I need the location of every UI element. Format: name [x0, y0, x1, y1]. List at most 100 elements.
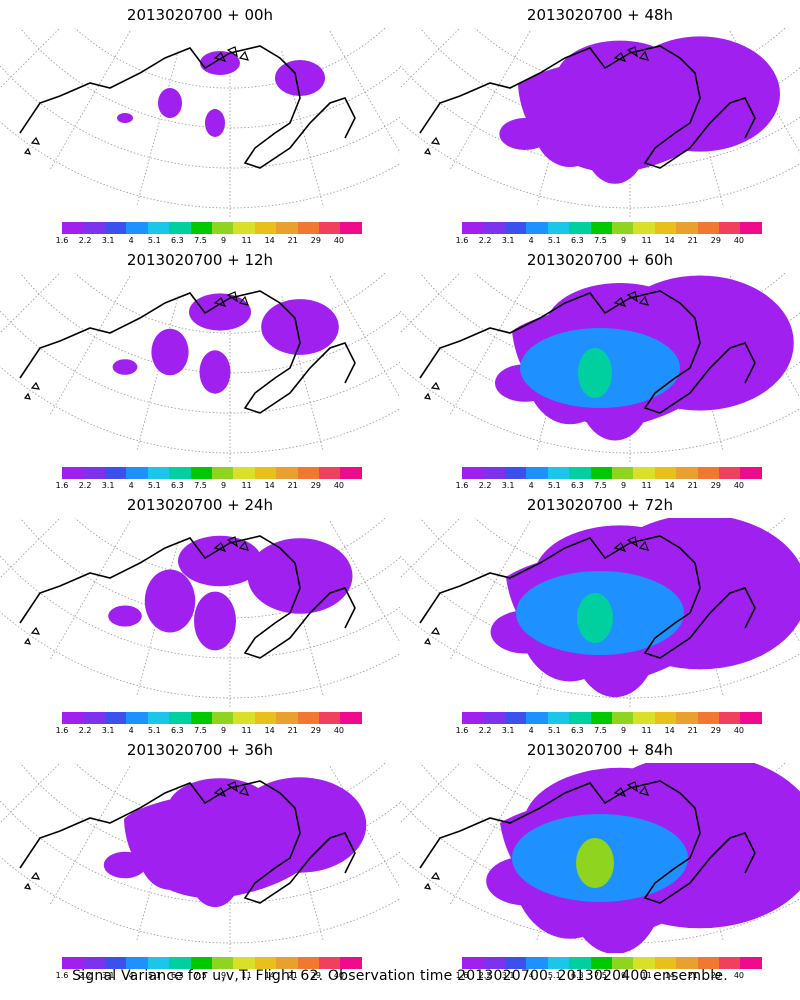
colorbar-segment: [233, 712, 255, 724]
map-panel: 2013020700 + 12h 1.6 2.2 3.1 4 5.1 6.3 7.5 9 11 14…: [0, 245, 400, 490]
map-plot: [400, 518, 800, 708]
colorbar-segment: [654, 712, 677, 724]
variance-field: [486, 763, 800, 953]
colorbar-labels: 1.6 2.2 3.1 4 5.1 6.3 7.5 9 11 14 21 29 40: [56, 236, 362, 246]
colorbar-label: 4: [528, 481, 534, 490]
colorbar-label: 1.6: [55, 236, 69, 245]
colorbar-label: 14: [264, 481, 275, 490]
colorbar-segment: [104, 222, 127, 234]
colorbar-label: 11: [241, 481, 252, 490]
map-panel: 2013020700 + 48h 1.6 2.2 3.1 4 5.1 6.3 7.5 9 11 14…: [400, 0, 800, 245]
colorbar-label: 21: [687, 726, 698, 735]
colorbar-label: 1.6: [55, 726, 69, 735]
colorbar-label: 6.3: [171, 971, 184, 980]
colorbar-segment: [190, 712, 212, 724]
colorbar-segment: [254, 957, 277, 969]
colorbar-segment: [504, 467, 527, 479]
colorbar-label: 21: [687, 236, 698, 245]
colorbar-label: 6.3: [571, 726, 584, 735]
variance-blob: [144, 569, 196, 633]
colorbar-label: 3.1: [101, 971, 115, 980]
colorbar-label: 1.6: [455, 971, 469, 980]
colorbar-segment: [62, 712, 84, 724]
colorbar-segment: [169, 957, 191, 969]
colorbar-label: 1.6: [455, 481, 469, 490]
colorbar-label: 2.2: [78, 481, 92, 490]
colorbar-label: 40: [733, 726, 745, 735]
variance-field: [117, 51, 325, 137]
map-panel: 2013020700 + 24h 1.6 2.2 3.1 4 5.1 6.3 7.5 9 11 14…: [0, 490, 400, 735]
colorbar-segment: [147, 467, 170, 479]
coastline: [19, 535, 356, 659]
variance-blob: [200, 51, 240, 75]
colorbar-label: 5.1: [547, 236, 561, 245]
colorbar-segment: [633, 712, 655, 724]
graticule: [0, 273, 400, 463]
variance-blob: [275, 60, 325, 96]
colorbar-segment: [276, 957, 298, 969]
colorbar-segment: [104, 957, 127, 969]
graticule: [400, 28, 800, 218]
graticule: [0, 763, 400, 953]
colorbar-segment: [254, 467, 277, 479]
variance-blob: [117, 113, 133, 123]
map-panel: 2013020700 + 36h 1.6 2.2 3.1 4 5.1 6.3 7.5 9 11 14…: [0, 735, 400, 980]
colorbar-segment: [340, 957, 362, 969]
colorbar-label: 2.2: [78, 236, 92, 245]
colorbar-segment: [590, 467, 612, 479]
colorbar-segment: [740, 957, 762, 969]
colorbar-label: 21: [287, 726, 298, 735]
colorbar-label: 21: [687, 481, 698, 490]
colorbar-label: 1.6: [55, 481, 69, 490]
variance-blob: [108, 605, 142, 627]
colorbar-segment: [547, 957, 570, 969]
colorbar-segment: [147, 222, 170, 234]
figure-caption: Signal Variance for u,v,T. Flight 62. Ob…: [72, 968, 728, 984]
colorbar-label: 29: [710, 971, 721, 980]
colorbar-segment: [319, 957, 341, 969]
colorbar-label: 1.6: [55, 971, 69, 980]
colorbar-labels: 1.6 2.2 3.1 4 5.1 6.3 7.5 9 11 14 21 29 40: [456, 481, 762, 491]
colorbar-segment: [190, 957, 212, 969]
colorbar-segment: [654, 957, 677, 969]
colorbar-label: 9: [220, 726, 227, 735]
colorbar-segment: [504, 957, 527, 969]
variance-region-high: [578, 348, 612, 398]
colorbar-label: 21: [287, 971, 298, 980]
colorbar-segment: [633, 222, 655, 234]
map-panel: 2013020700 + 60h 1.6 2.2 3.1 4 5.1 6.3 7.5 9 11 14…: [400, 245, 800, 490]
coastline: [19, 45, 356, 169]
colorbar-segment: [504, 712, 527, 724]
colorbar-segment: [462, 222, 484, 234]
colorbar-label: 9: [220, 971, 227, 980]
colorbar-labels: 1.6 2.2 3.1 4 5.1 6.3 7.5 9 11 14 21 29 40: [56, 971, 362, 981]
colorbar-segment: [147, 957, 170, 969]
variance-region-high: [577, 593, 613, 643]
colorbar-labels: 1.6 2.2 3.1 4 5.1 6.3 7.5 9 11 14 21 29 40: [56, 726, 362, 736]
variance-blob: [158, 88, 182, 118]
colorbar-segment: [697, 712, 720, 724]
colorbar-segment: [126, 222, 148, 234]
graticule: [0, 518, 400, 708]
colorbar-label: 21: [287, 236, 298, 245]
colorbar-label: 4: [128, 726, 134, 735]
colorbar-segment: [126, 712, 148, 724]
colorbar-segment: [547, 222, 570, 234]
colorbar-segment: [654, 222, 677, 234]
colorbar-label: 7.5: [194, 236, 207, 245]
islands: [423, 781, 649, 890]
colorbar-label: 6.3: [171, 236, 184, 245]
colorbar-segment: [676, 222, 698, 234]
colorbar-label: 21: [287, 481, 298, 490]
colorbar-segment: [611, 467, 634, 479]
colorbar-label: 2.2: [78, 726, 92, 735]
colorbar-label: 1.6: [455, 236, 469, 245]
colorbar-segment: [83, 467, 105, 479]
variance-field: [108, 535, 353, 651]
colorbar-label: 2.2: [78, 971, 92, 980]
colorbar-segment: [62, 957, 84, 969]
colorbar-segment: [633, 467, 655, 479]
colorbar-label: 29: [310, 481, 321, 490]
colorbar-segment: [319, 467, 341, 479]
variance-field: [495, 275, 794, 441]
